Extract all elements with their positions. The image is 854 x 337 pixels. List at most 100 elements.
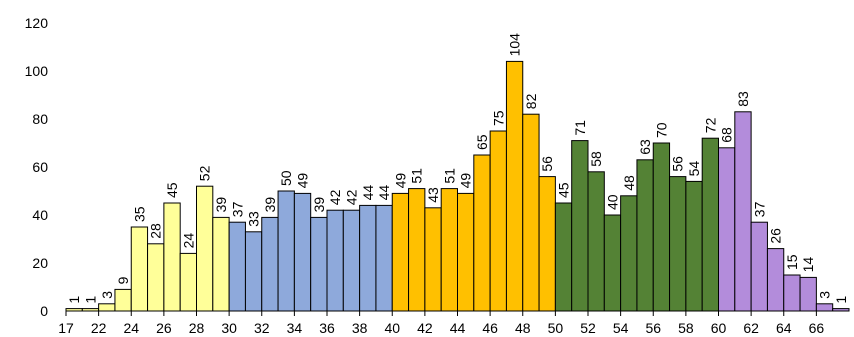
bar — [652, 142, 671, 312]
x-tick-label: 40 — [384, 320, 400, 336]
bar-value-label: 49 — [295, 173, 311, 189]
bar-value-label: 39 — [213, 197, 229, 213]
x-tick-label: 42 — [417, 320, 433, 336]
y-tick-label: 60 — [32, 159, 48, 175]
bar — [130, 226, 149, 312]
bar — [293, 192, 312, 312]
bar — [587, 171, 605, 312]
bar — [163, 202, 181, 312]
bar — [571, 140, 589, 312]
x-tick-label: 58 — [678, 320, 694, 336]
bar — [359, 204, 377, 312]
bar — [783, 274, 801, 312]
bar-value-label: 63 — [637, 139, 653, 155]
x-tick-label: 54 — [613, 320, 629, 336]
bar-value-label: 40 — [604, 194, 620, 210]
bar-value-label: 49 — [392, 173, 408, 189]
bar — [815, 303, 834, 312]
bar — [603, 214, 622, 312]
bar-value-label: 58 — [588, 151, 604, 167]
bar — [750, 221, 768, 312]
x-tick-label: 44 — [450, 320, 466, 336]
x-tick-label: 24 — [123, 320, 139, 336]
bar-value-label: 54 — [686, 161, 702, 177]
bar — [718, 147, 736, 312]
bar — [440, 188, 459, 312]
x-tick-label: 28 — [189, 320, 205, 336]
bar-value-label: 45 — [556, 182, 572, 198]
bar — [244, 231, 263, 312]
bar-value-label: 14 — [800, 257, 816, 273]
bar — [522, 113, 540, 312]
bar-value-label: 26 — [768, 228, 784, 244]
bar — [685, 180, 703, 312]
bar-value-label: 56 — [670, 156, 686, 172]
bar-value-label: 72 — [702, 117, 718, 133]
bar-value-label: 51 — [441, 168, 457, 184]
bar-value-label: 52 — [197, 165, 213, 181]
bar — [505, 60, 524, 312]
y-tick-label: 100 — [25, 63, 49, 79]
y-tick-label: 40 — [32, 207, 48, 223]
x-tick-label: 48 — [515, 320, 531, 336]
bar — [489, 130, 507, 312]
bar — [734, 111, 752, 312]
bar-value-label: 33 — [246, 211, 262, 227]
x-tick-label: 22 — [91, 320, 107, 336]
x-tick-label: 17 — [58, 320, 74, 336]
bar — [147, 243, 165, 312]
bar-value-label: 43 — [425, 187, 441, 203]
bar-value-label: 68 — [719, 127, 735, 143]
bar-value-label: 44 — [360, 185, 376, 201]
bar — [375, 204, 393, 312]
bar — [554, 202, 573, 312]
bar-value-label: 3 — [99, 291, 115, 299]
y-tick-label: 0 — [40, 303, 48, 319]
bar — [196, 185, 214, 312]
bar-value-label: 42 — [327, 189, 343, 205]
bar — [212, 216, 230, 312]
bar — [310, 216, 328, 312]
bar — [620, 195, 638, 312]
bar-value-label: 70 — [653, 122, 669, 138]
bar-value-label: 104 — [507, 33, 523, 57]
x-tick-label: 56 — [645, 320, 661, 336]
x-tick-label: 46 — [482, 320, 498, 336]
bar-value-label: 3 — [817, 291, 833, 299]
bar — [228, 221, 246, 312]
bar-value-label: 1 — [82, 296, 98, 304]
bar-value-label: 15 — [784, 254, 800, 270]
bar-value-label: 45 — [164, 182, 180, 198]
y-tick-label: 20 — [32, 255, 48, 271]
bar — [766, 248, 785, 312]
bar-value-label: 39 — [262, 197, 278, 213]
x-tick-label: 52 — [580, 320, 596, 336]
bar-value-label: 51 — [409, 168, 425, 184]
x-tick-label: 38 — [352, 320, 368, 336]
bar-value-label: 24 — [180, 233, 196, 249]
bar-value-label: 75 — [490, 110, 506, 126]
bar-value-label: 44 — [376, 185, 392, 201]
bar-value-label: 37 — [229, 201, 245, 217]
x-tick-label: 34 — [287, 320, 303, 336]
x-tick-label: 62 — [743, 320, 759, 336]
x-axis: 17 22 24 26 28 30 32 34 36 38 40 42 44 46 48 50 52 54 56 58… — [58, 310, 849, 336]
bar-value-label: 83 — [735, 91, 751, 107]
bar — [261, 216, 279, 312]
y-axis: 0 20 40 60 80 100 120 — [25, 15, 49, 319]
bar — [424, 207, 442, 312]
bar-value-label: 9 — [115, 276, 131, 284]
bar-value-label: 56 — [539, 156, 555, 172]
bar — [179, 252, 198, 312]
bar — [391, 192, 410, 312]
bar — [669, 176, 687, 312]
bar-value-label: 39 — [311, 197, 327, 213]
bar-value-label: 35 — [131, 206, 147, 222]
bar-value-label: 82 — [523, 93, 539, 109]
bar — [799, 276, 817, 312]
bar-value-label: 1 — [833, 296, 849, 304]
bar — [342, 209, 361, 312]
bar — [538, 176, 556, 312]
y-tick-label: 120 — [25, 15, 49, 31]
